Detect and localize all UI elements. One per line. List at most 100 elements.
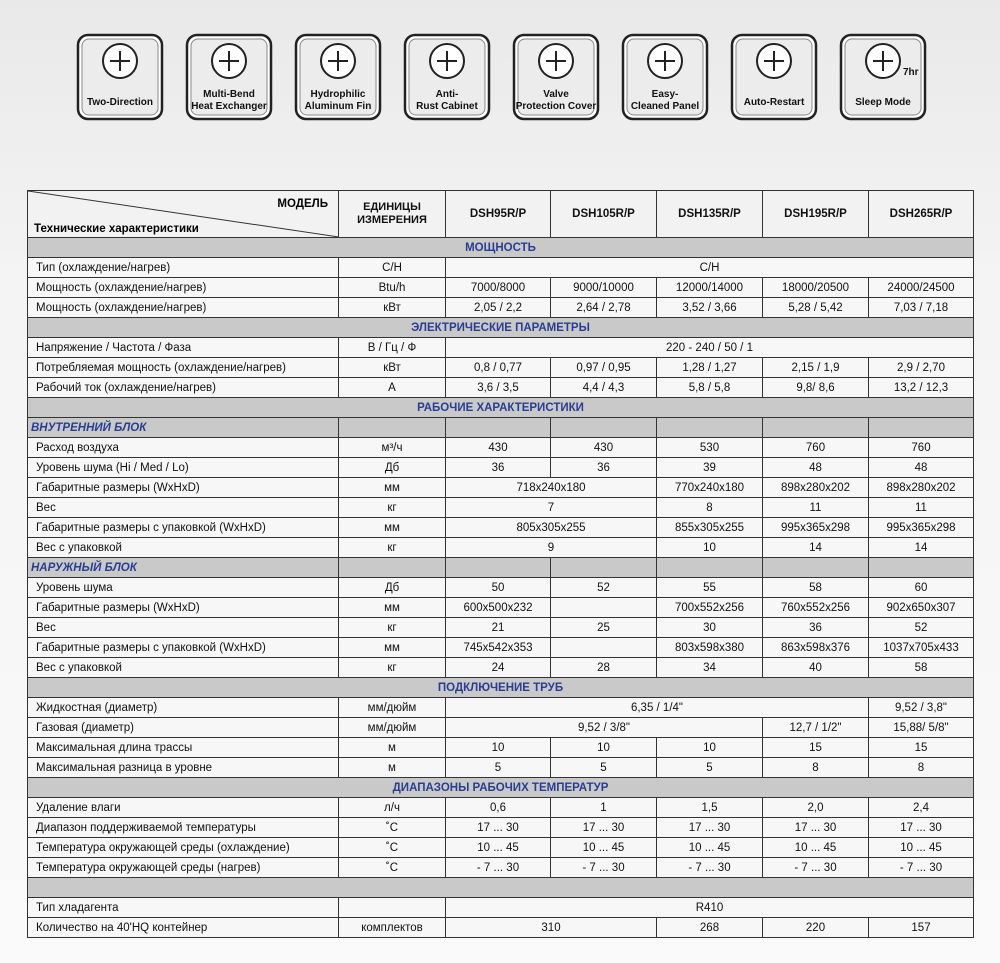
value-cell: 18000/20500 bbox=[762, 277, 869, 298]
icon-glyph-detail bbox=[219, 51, 239, 71]
unit-cell: м³/ч bbox=[338, 437, 446, 458]
feature-icon: Two-Direction bbox=[76, 33, 164, 121]
section-title: ДИАПАЗОНЫ РАБОЧИХ ТЕМПЕРАТУР bbox=[27, 777, 974, 798]
value-cell: 39 bbox=[656, 457, 763, 478]
unit-cell: C/H bbox=[338, 257, 446, 278]
value-cell: 995x365x298 bbox=[868, 517, 974, 538]
value-cell: 36 bbox=[445, 457, 551, 478]
data-row: Габаритные размеры (WxHxD) мм 718x240x180 7… bbox=[27, 477, 974, 498]
value-cell: 7000/8000 bbox=[445, 277, 551, 298]
empty-cell bbox=[656, 557, 763, 578]
value-cell: 1 bbox=[550, 797, 657, 818]
empty-cell bbox=[550, 417, 657, 438]
subsection-title: НАРУЖНЫЙ БЛОК bbox=[27, 557, 339, 578]
value-cell: 34 bbox=[656, 657, 763, 678]
unit-cell: ˚С bbox=[338, 857, 446, 878]
value-cell: 718x240x180 bbox=[445, 477, 657, 498]
value-cell: 10 ... 45 bbox=[656, 837, 763, 858]
value-cell: 220 bbox=[762, 917, 869, 938]
value-cell: 15 bbox=[868, 737, 974, 758]
value-cell: 17 ... 30 bbox=[656, 817, 763, 838]
row-label: Вес bbox=[27, 617, 339, 638]
value-cell: C/H bbox=[445, 257, 974, 278]
data-row: Расход воздуха м³/ч 430 430 530 760 760 bbox=[27, 437, 974, 458]
row-label: Габаритные размеры (WxHxD) bbox=[27, 477, 339, 498]
value-cell: 15,88/ 5/8" bbox=[868, 717, 974, 738]
data-row: Вес кг 21 25 30 36 52 bbox=[27, 617, 974, 638]
icon-label: Auto-Restart bbox=[744, 97, 805, 108]
icon-label: Multi-Bend bbox=[203, 89, 255, 100]
value-cell: 760x552x256 bbox=[762, 597, 869, 618]
value-cell: 7,03 / 7,18 bbox=[868, 297, 974, 318]
value-cell: 5,8 / 5,8 bbox=[656, 377, 763, 398]
data-row: Тип (охлаждение/нагрев) C/H C/H bbox=[27, 257, 974, 278]
section-row: ЭЛЕКТРИЧЕСКИЕ ПАРАМЕТРЫ bbox=[27, 317, 974, 338]
row-label: Вес с упаковкой bbox=[27, 657, 339, 678]
data-row: Мощность (охлаждение/нагрев) Btu/h 7000/80… bbox=[27, 277, 974, 298]
unit-cell: кВт bbox=[338, 297, 446, 318]
value-cell bbox=[550, 597, 657, 618]
value-cell: 6,35 / 1/4" bbox=[445, 697, 869, 718]
model-label: МОДЕЛЬ bbox=[277, 198, 328, 210]
icon-label: Protection Cover bbox=[516, 101, 597, 112]
value-cell: 13,2 / 12,3 bbox=[868, 377, 974, 398]
unit-cell: мм/дюйм bbox=[338, 697, 446, 718]
section-row: МОЩНОСТЬ bbox=[27, 237, 974, 258]
data-row: Напряжение / Частота / Фаза В / Гц / Ф 220… bbox=[27, 337, 974, 358]
data-row: Максимальная длина трассы м 10 10 10 15 15 bbox=[27, 737, 974, 758]
row-label: Мощность (охлаждение/нагрев) bbox=[27, 277, 339, 298]
value-cell: 14 bbox=[868, 537, 974, 558]
row-label: Вес с упаковкой bbox=[27, 537, 339, 558]
value-cell: 40 bbox=[762, 657, 869, 678]
value-cell: 10 ... 45 bbox=[868, 837, 974, 858]
value-cell: 9,8/ 8,6 bbox=[762, 377, 869, 398]
value-cell: 2,9 / 2,70 bbox=[868, 357, 974, 378]
data-row: Количество на 40'HQ контейнер комплектов 3… bbox=[27, 917, 974, 938]
value-cell: 310 bbox=[445, 917, 657, 938]
value-cell: 17 ... 30 bbox=[762, 817, 869, 838]
row-label: Температура окружающей среды (нагрев) bbox=[27, 857, 339, 878]
section-row: ПОДКЛЮЧЕНИЕ ТРУБ bbox=[27, 677, 974, 698]
value-cell: 8 bbox=[656, 497, 763, 518]
unit-cell: мм bbox=[338, 477, 446, 498]
unit-cell: Btu/h bbox=[338, 277, 446, 298]
icon-badge: 7hr bbox=[903, 67, 919, 78]
model-header: DSH265R/P bbox=[868, 190, 974, 238]
value-cell: 14 bbox=[762, 537, 869, 558]
row-label: Габаритные размеры (WxHxD) bbox=[27, 597, 339, 618]
value-cell: 17 ... 30 bbox=[868, 817, 974, 838]
value-cell: 10 bbox=[550, 737, 657, 758]
value-cell: 995x365x298 bbox=[762, 517, 869, 538]
corner-cell: МОДЕЛЬ Технические характеристики bbox=[27, 190, 339, 238]
value-cell: 30 bbox=[656, 617, 763, 638]
empty-cell bbox=[338, 557, 446, 578]
row-label: Потребляемая мощность (охлаждение/нагрев… bbox=[27, 357, 339, 378]
model-header: DSH95R/P bbox=[445, 190, 551, 238]
value-cell: - 7 ... 30 bbox=[550, 857, 657, 878]
unit-cell: ˚С bbox=[338, 817, 446, 838]
data-row: Диапазон поддерживаемой температуры ˚С 17 … bbox=[27, 817, 974, 838]
icon-label: Aluminum Fin bbox=[305, 101, 372, 112]
value-cell: 2,15 / 1,9 bbox=[762, 357, 869, 378]
empty-cell bbox=[868, 417, 974, 438]
value-cell: 803x598x380 bbox=[656, 637, 763, 658]
value-cell: 52 bbox=[868, 617, 974, 638]
empty-cell bbox=[656, 417, 763, 438]
value-cell: 12,7 / 1/2" bbox=[762, 717, 869, 738]
unit-cell: мм bbox=[338, 517, 446, 538]
unit-cell: м bbox=[338, 757, 446, 778]
empty-cell bbox=[868, 557, 974, 578]
data-row: Габаритные размеры (WxHxD) мм 600x500x232 7… bbox=[27, 597, 974, 618]
value-cell: 9,52 / 3,8" bbox=[868, 697, 974, 718]
unit-cell: мм/дюйм bbox=[338, 717, 446, 738]
value-cell: 58 bbox=[762, 577, 869, 598]
row-label: Тип хладагента bbox=[27, 897, 339, 918]
unit-cell: А bbox=[338, 377, 446, 398]
data-row: Рабочий ток (охлаждение/нагрев) А 3,6 / 3,… bbox=[27, 377, 974, 398]
subsection-row: ВНУТРЕННИЙ БЛОК bbox=[27, 417, 974, 438]
feature-icon: Easy-Cleaned Panel bbox=[621, 33, 709, 121]
feature-icon: Auto-Restart bbox=[730, 33, 818, 121]
section-row: РАБОЧИЕ ХАРАКТЕРИСТИКИ bbox=[27, 397, 974, 418]
icon-glyph-detail bbox=[764, 51, 784, 71]
